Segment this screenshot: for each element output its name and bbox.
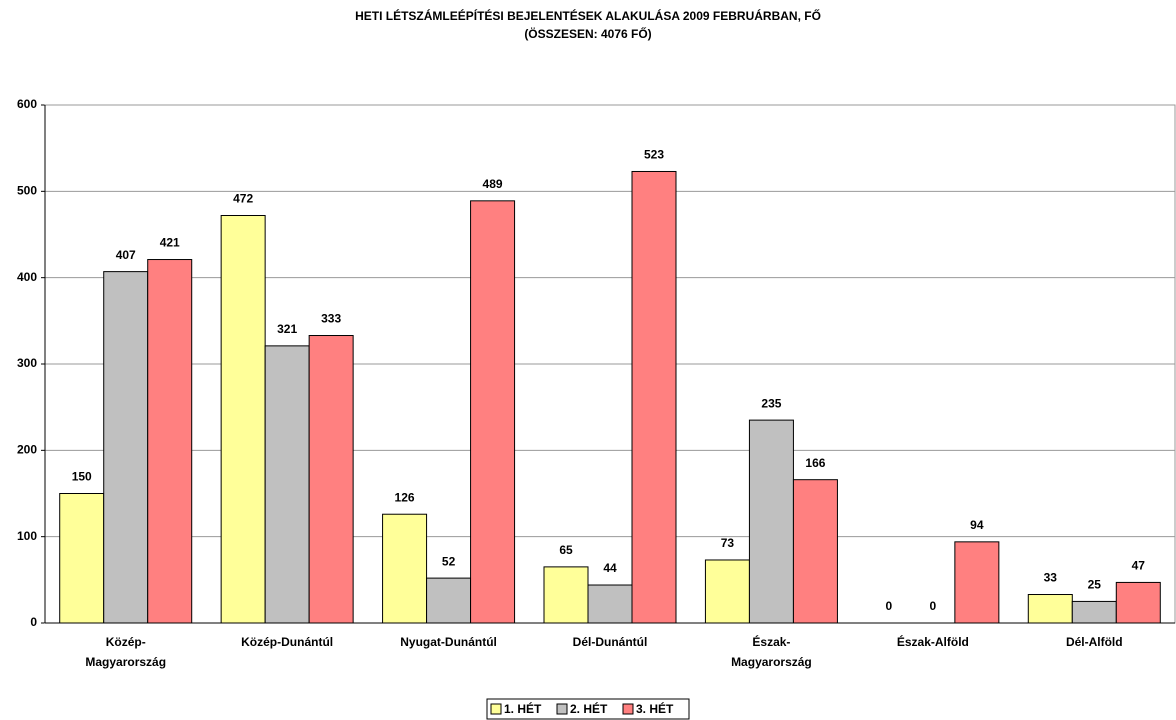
bar — [543, 566, 589, 624]
bar — [587, 584, 633, 624]
data-label: 166 — [805, 456, 825, 470]
bar — [220, 215, 266, 624]
bar — [1071, 600, 1117, 624]
bar — [382, 513, 428, 624]
data-label: 472 — [233, 192, 253, 206]
chart-title: HETI LÉTSZÁMLEÉPÍTÉSI BEJELENTÉSEK ALAKU… — [355, 8, 821, 23]
y-tick-label: 300 — [17, 356, 37, 370]
data-label: 73 — [721, 536, 735, 550]
bar — [308, 335, 354, 624]
data-label: 489 — [483, 177, 503, 191]
bar — [1115, 581, 1161, 624]
x-tick-label: Közép- — [106, 635, 146, 649]
data-label: 333 — [321, 312, 341, 326]
x-tick-label: Dél-Dunántúl — [573, 635, 648, 649]
x-tick-label: Nyugat-Dunántúl — [400, 635, 497, 649]
data-label: 321 — [277, 322, 297, 336]
legend-swatch — [490, 703, 502, 715]
bar — [470, 200, 516, 624]
x-tick-label: Dél-Alföld — [1066, 635, 1123, 649]
data-label: 0 — [930, 599, 937, 613]
x-tick-label: Közép-Dunántúl — [241, 635, 333, 649]
data-label: 52 — [442, 554, 456, 568]
x-tick-label: Magyarország — [731, 655, 812, 669]
legend-swatch — [622, 703, 634, 715]
legend-label: 3. HÉT — [636, 701, 674, 716]
legend-label: 2. HÉT — [570, 701, 608, 716]
data-label: 523 — [644, 148, 664, 162]
bar — [264, 345, 310, 624]
data-label: 47 — [1132, 559, 1146, 573]
y-tick-label: 0 — [30, 615, 37, 629]
bar — [103, 271, 149, 624]
data-label: 65 — [559, 543, 573, 557]
bar — [748, 419, 794, 624]
data-label: 421 — [160, 236, 180, 250]
data-label: 150 — [72, 470, 92, 484]
y-tick-label: 600 — [17, 97, 37, 111]
data-label: 235 — [761, 396, 781, 410]
bar — [954, 541, 1000, 624]
data-label: 407 — [116, 248, 136, 262]
data-label: 0 — [886, 599, 893, 613]
data-label: 25 — [1088, 578, 1102, 592]
chart-subtitle: (ÖSSZESEN: 4076 FŐ) — [524, 26, 651, 41]
bar — [631, 170, 677, 624]
bar — [426, 577, 472, 624]
data-label: 33 — [1044, 571, 1058, 585]
y-tick-label: 400 — [17, 270, 37, 284]
legend-box — [486, 698, 690, 720]
x-tick-label: Észak-Alföld — [897, 634, 969, 649]
y-tick-label: 100 — [17, 529, 37, 543]
data-label: 126 — [395, 490, 415, 504]
x-tick-label: Észak- — [752, 634, 790, 649]
bar — [704, 559, 750, 624]
bar — [1027, 594, 1073, 624]
x-tick-label: Magyarország — [85, 655, 166, 669]
y-tick-label: 500 — [17, 184, 37, 198]
data-label: 44 — [603, 561, 617, 575]
bar — [59, 493, 105, 624]
legend-swatch — [556, 703, 568, 715]
bar — [792, 479, 838, 624]
data-label: 94 — [970, 518, 984, 532]
legend-label: 1. HÉT — [504, 701, 542, 716]
y-tick-label: 200 — [17, 443, 37, 457]
bar — [147, 259, 193, 624]
